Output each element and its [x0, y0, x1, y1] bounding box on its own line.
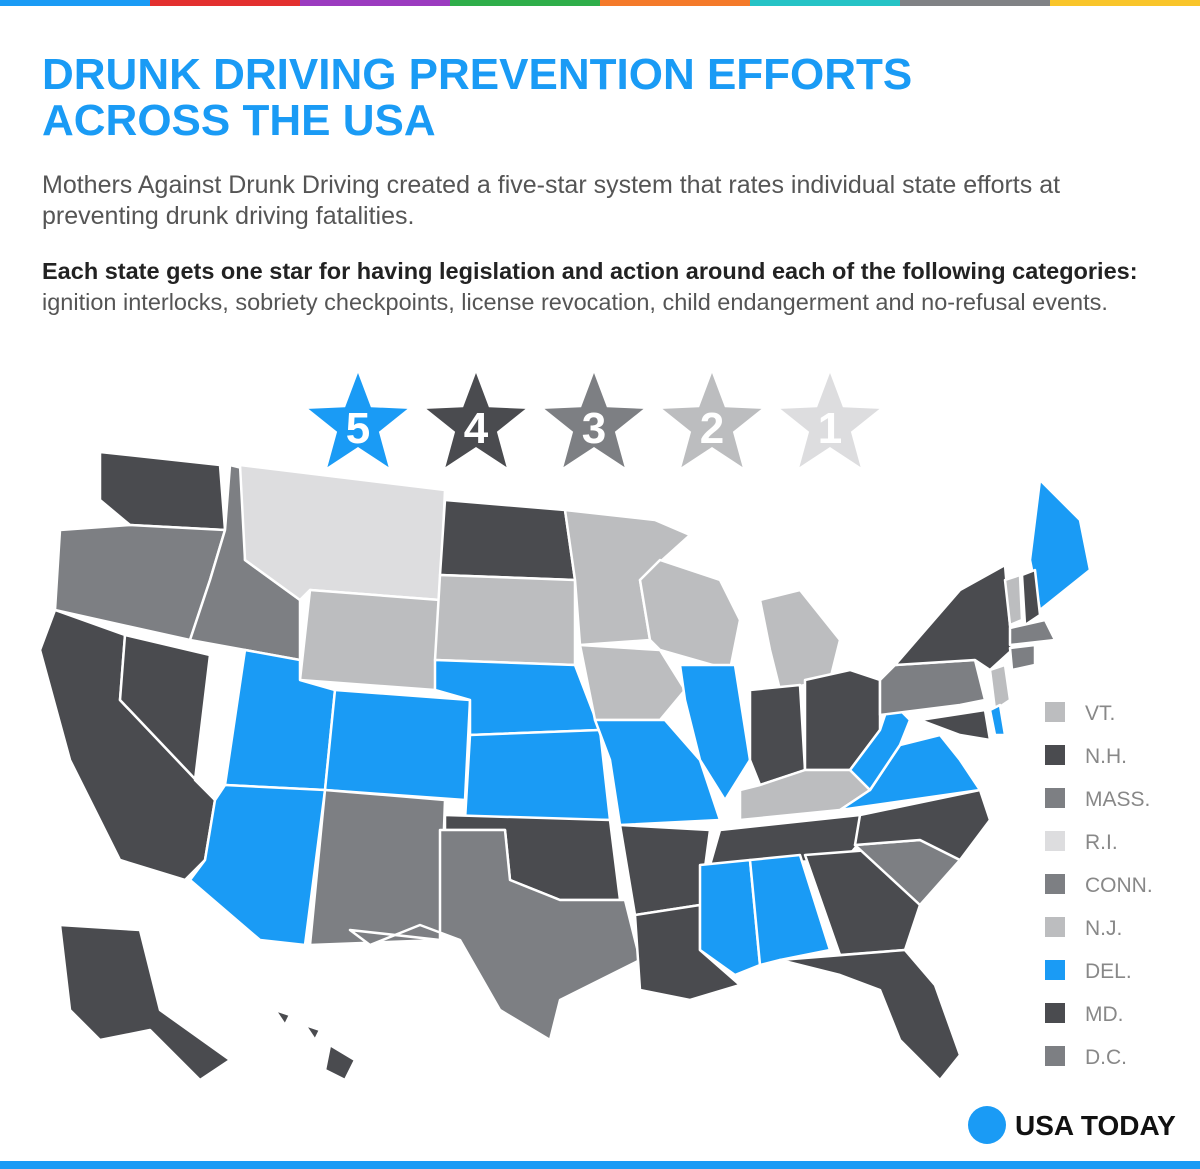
- rating-star: [426, 373, 526, 468]
- bottom-bar: [0, 1161, 1200, 1169]
- state: [323, 688, 472, 802]
- subtitle: Mothers Against Drunk Driving created a …: [42, 171, 1061, 230]
- small-state-swatch: [1045, 745, 1065, 765]
- state: [438, 498, 577, 582]
- state: [878, 658, 987, 717]
- state: [1008, 618, 1057, 647]
- criteria: Each state gets one star for having legi…: [42, 256, 1152, 318]
- state: [1008, 643, 1037, 672]
- state: [323, 1043, 357, 1082]
- small-state-swatch: [1045, 874, 1065, 894]
- small-state-label: CONN.: [1085, 874, 1153, 897]
- brand: USA TODAY: [1015, 1110, 1176, 1141]
- state: [748, 853, 832, 967]
- rating-star: [780, 373, 880, 468]
- state: [463, 728, 612, 822]
- small-state-swatch: [1045, 788, 1065, 808]
- small-state-swatch: [1045, 702, 1065, 722]
- rating-star: [662, 373, 762, 468]
- state: [988, 663, 1012, 712]
- state: [918, 708, 992, 742]
- state: [238, 463, 447, 602]
- rating-label: 3: [582, 404, 606, 453]
- state: [578, 643, 687, 722]
- criteria-lead: Each state gets one star for having legi…: [42, 258, 1138, 284]
- rating-label: 2: [700, 404, 724, 453]
- state: [778, 948, 962, 1082]
- state: [748, 683, 807, 787]
- state: [298, 588, 442, 692]
- state: [638, 558, 742, 672]
- rating-label: 4: [464, 404, 489, 453]
- state: [308, 788, 447, 947]
- state: [893, 563, 1014, 672]
- small-state-label: MASS.: [1085, 788, 1150, 811]
- criteria-list: ignition interlocks, sobriety checkpoint…: [42, 289, 1108, 315]
- small-state-swatch: [1045, 1003, 1065, 1023]
- state: [1028, 478, 1092, 612]
- small-state-label: N.H.: [1085, 745, 1127, 768]
- small-state-key: VT. N.H. MASS. R.I. CONN. N.J. DEL. MD. D.C.: [1045, 702, 1153, 1069]
- state: [1003, 573, 1024, 627]
- state: [988, 703, 1007, 737]
- state: [1020, 568, 1042, 627]
- state: [618, 823, 712, 917]
- small-state-label: DEL.: [1085, 960, 1132, 983]
- state: [678, 663, 752, 802]
- small-state-label: N.J.: [1085, 917, 1122, 940]
- star-key: 5 4 3 2 1: [308, 373, 880, 468]
- small-state-label: R.I.: [1085, 831, 1118, 854]
- state: [593, 718, 722, 827]
- small-state-swatch: [1045, 831, 1065, 851]
- brand-logo: [968, 1106, 1006, 1144]
- us-map: [38, 450, 1092, 1082]
- small-state-swatch: [1045, 960, 1065, 980]
- state: [303, 1023, 322, 1042]
- state: [433, 573, 577, 667]
- state: [58, 923, 232, 1082]
- small-state-label: MD.: [1085, 1003, 1124, 1026]
- state: [98, 450, 227, 532]
- title: DRUNK DRIVING PREVENTION EFFORTS ACROSS …: [42, 50, 913, 145]
- rating-star: [544, 373, 644, 468]
- state: [698, 858, 762, 977]
- top-color-bar: [0, 0, 1200, 6]
- state: [848, 698, 912, 792]
- small-state-label: D.C.: [1085, 1046, 1127, 1069]
- small-state-swatch: [1045, 1046, 1065, 1066]
- rating-star: [308, 373, 408, 468]
- small-state-swatch: [1045, 917, 1065, 937]
- small-state-label: VT.: [1085, 702, 1115, 725]
- state: [273, 1008, 292, 1027]
- state: [118, 633, 217, 802]
- rating-label: 1: [818, 404, 842, 453]
- rating-label: 5: [346, 404, 370, 453]
- state: [348, 828, 642, 1042]
